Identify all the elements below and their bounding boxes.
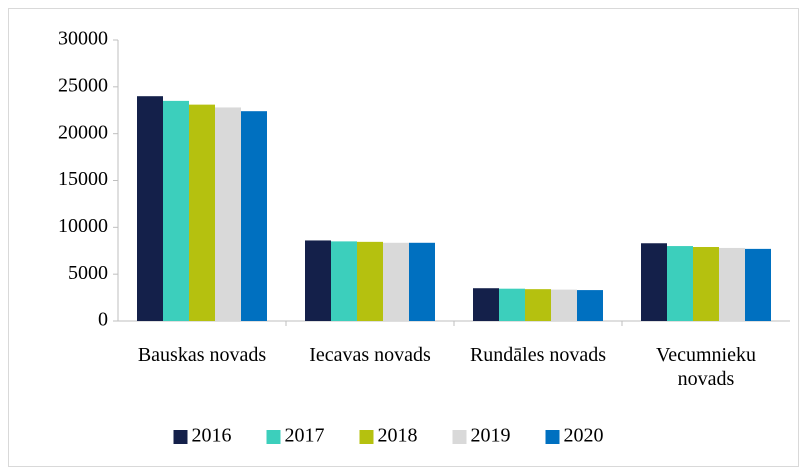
legend-swatch: [266, 430, 281, 444]
bar: [305, 240, 331, 321]
legend-label: 2017: [285, 425, 325, 447]
bar: [525, 289, 551, 321]
y-tick-label: 0: [98, 309, 108, 331]
bar: [137, 96, 163, 321]
bar: [163, 100, 189, 321]
y-tick-label: 5000: [68, 262, 108, 284]
bar: [383, 242, 409, 321]
chart-border: [8, 8, 799, 467]
bar: [241, 111, 267, 321]
legend-swatch: [173, 430, 188, 444]
bar: [473, 288, 499, 321]
bar: [189, 104, 215, 321]
y-tick-label: 25000: [58, 74, 108, 96]
bar: [577, 290, 603, 321]
x-tick-label: Rundāles novads: [469, 344, 607, 366]
bar: [641, 243, 667, 321]
y-tick-label: 10000: [58, 215, 108, 237]
y-tick-label: 20000: [58, 121, 108, 143]
legend-label: 2018: [378, 425, 418, 447]
legend-swatch: [359, 430, 374, 444]
legend-swatch: [452, 430, 467, 444]
x-tick-label: Iecavas novads: [309, 344, 431, 366]
bar: [215, 107, 241, 321]
x-tick-label: Vecumnieku novads: [656, 344, 756, 390]
legend-swatch: [545, 430, 560, 444]
bar: [409, 242, 435, 321]
legend-label: 2016: [192, 425, 232, 447]
x-tick-label: Bauskas novads: [137, 344, 267, 366]
bar: [331, 241, 357, 321]
bar: [693, 247, 719, 321]
bar: [745, 248, 771, 321]
bar: [667, 246, 693, 321]
legend-label: 2019: [471, 425, 511, 447]
bar: [357, 241, 383, 321]
bar: [551, 289, 577, 321]
y-tick-label: 30000: [58, 28, 108, 50]
y-tick-label: 15000: [58, 168, 108, 190]
bar: [499, 288, 525, 321]
bar: [719, 247, 745, 321]
legend-label: 2020: [564, 425, 604, 447]
